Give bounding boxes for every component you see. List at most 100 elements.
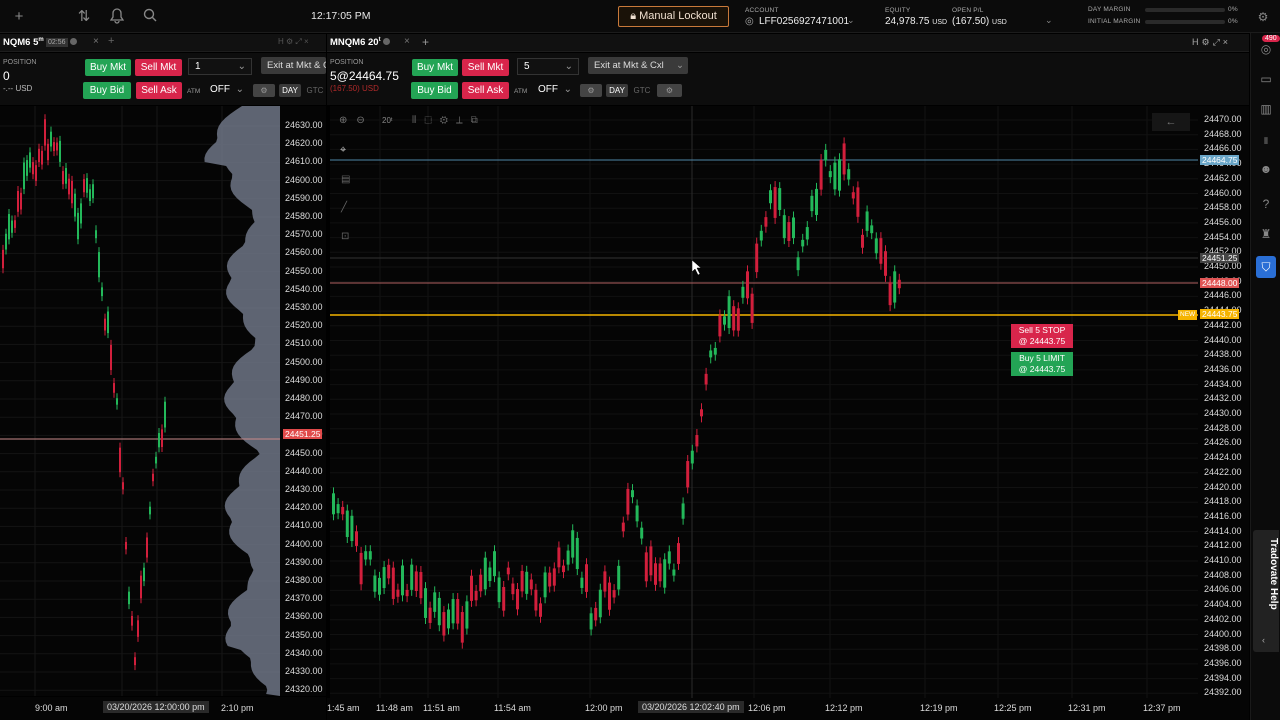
- window-controls[interactable]: H ⚙ ⤢ ×: [278, 37, 309, 46]
- lock-tool-icon[interactable]: ⊡: [341, 231, 350, 242]
- help-icon[interactable]: ?: [1262, 197, 1270, 211]
- price-tick: 24406.00: [1204, 584, 1242, 595]
- trophy-icon[interactable]: ♜: [1260, 227, 1272, 241]
- settings-sliders-icon[interactable]: ⚙: [1257, 10, 1269, 24]
- left-panel-header: NQM6 5m 02:56 × + H ⚙ ⤢ ×: [0, 34, 326, 52]
- sell-mkt-button[interactable]: Sell Mkt: [462, 59, 509, 76]
- main-chart[interactable]: 24470.0024468.0024466.0024464.0024462.00…: [330, 106, 1249, 698]
- chat-icon[interactable]: ▭: [1260, 72, 1272, 86]
- atm-select[interactable]: OFF ⌄: [532, 82, 576, 99]
- window-controls[interactable]: H⚙⤢×: [1192, 37, 1232, 47]
- back-arrow-icon[interactable]: ←: [1152, 113, 1190, 131]
- sell-stop-order[interactable]: Sell 5 STOP @ 24443.75: [1011, 324, 1073, 348]
- sell-mkt-button[interactable]: Sell Mkt: [135, 59, 182, 76]
- price-tick: 24600.00: [285, 174, 323, 185]
- add-tab-icon[interactable]: +: [108, 35, 115, 47]
- tif-day[interactable]: DAY: [279, 84, 301, 97]
- chevron-down-icon[interactable]: ⌄: [1045, 15, 1053, 25]
- sell-ask-button[interactable]: Sell Ask: [136, 82, 182, 99]
- tradovate-help-tab[interactable]: Tradovate Help ‹: [1253, 530, 1279, 652]
- candle: [155, 456, 157, 464]
- tab-nqm6[interactable]: NQM6 5m: [3, 37, 44, 49]
- tab-mnqm6[interactable]: MNQM6 20t: [330, 37, 381, 49]
- last-price-label: 24451.25: [1200, 253, 1240, 263]
- zoom-out-icon[interactable]: ⊖: [356, 115, 374, 126]
- note-tool-icon[interactable]: ▤: [341, 174, 351, 185]
- left-chart[interactable]: 24630.00 24620.00 24610.00 24600.00 24590.00…: [0, 106, 326, 712]
- candle: [32, 162, 34, 175]
- shield-icon[interactable]: ⛉: [1256, 256, 1276, 278]
- price-tick: 24416.00: [1204, 510, 1242, 521]
- time-tick: 11:51 am: [423, 703, 460, 713]
- price-tick: 24440.00: [285, 465, 323, 476]
- account-value[interactable]: LFF0256927471001: [759, 16, 850, 27]
- search-icon[interactable]: [141, 8, 159, 26]
- add-tab-icon[interactable]: +: [422, 35, 430, 49]
- zoom-level[interactable]: 20ᵗ: [382, 116, 393, 125]
- price-tick: 24580.00: [285, 211, 323, 221]
- price-tick: 24412.00: [1204, 540, 1242, 551]
- price-tick: 24530.00: [285, 302, 323, 312]
- candle: [654, 563, 657, 585]
- price-tick: 24410.00: [1204, 555, 1242, 565]
- atm-select[interactable]: OFF ⌄: [204, 82, 248, 99]
- atm-label: ATM: [514, 88, 528, 95]
- candle: [134, 657, 136, 666]
- price-tick: 24330.00: [285, 666, 323, 676]
- chevron-down-icon: ⌄: [563, 84, 572, 95]
- buy-bid-button[interactable]: Buy Bid: [411, 82, 458, 99]
- candle: [580, 577, 584, 588]
- zoom-in-icon[interactable]: ⊕: [339, 115, 357, 126]
- chart-icon[interactable]: ▥: [1260, 102, 1272, 116]
- candle: [442, 612, 446, 636]
- close-tab-icon[interactable]: ×: [404, 36, 410, 47]
- crosshair-tool-icon[interactable]: ⌖: [340, 144, 347, 156]
- status-dot: [70, 38, 77, 45]
- account-chevron-icon[interactable]: ⌄: [847, 15, 855, 25]
- sort-arrows-icon[interactable]: ⇅: [77, 8, 91, 25]
- exit-button[interactable]: Exit at Mkt & C: [261, 57, 326, 74]
- price-tick: 24470.00: [1204, 114, 1242, 124]
- price-tick: 24410.00: [285, 520, 323, 531]
- chart-tool-icons[interactable]: ⫴⬚⚙⊥⧉: [412, 115, 486, 126]
- buy-mkt-button[interactable]: Buy Mkt: [85, 59, 131, 76]
- candle: [690, 450, 694, 464]
- buy-bid-button[interactable]: Buy Bid: [83, 82, 131, 99]
- tif-settings-icon[interactable]: ⚙: [657, 84, 682, 97]
- users-icon[interactable]: ☻: [1259, 162, 1273, 176]
- bell-icon[interactable]: [108, 8, 126, 26]
- globe-icon[interactable]: ◎: [1260, 42, 1272, 56]
- right-sidebar: ◎ 490 ▭ ▥ ⦀ ☻ ? ♜ ⛉ Tradovate Help ‹: [1250, 33, 1280, 720]
- line-tool-icon[interactable]: ╱: [341, 202, 348, 213]
- levels-icon[interactable]: ⦀: [1264, 136, 1268, 146]
- manual-lockout-button[interactable]: 🔒︎ Manual Lockout: [618, 6, 729, 27]
- price-tick: 24420.00: [1204, 481, 1242, 492]
- candle: [543, 572, 547, 598]
- add-icon[interactable]: +: [14, 8, 24, 25]
- candle: [410, 564, 414, 590]
- atm-settings-icon[interactable]: ⚙: [580, 84, 602, 97]
- candle: [122, 482, 124, 490]
- left-order-bar: POSITION 0 -.-- USD Buy Mkt Sell Mkt Buy…: [0, 53, 326, 105]
- quantity-input[interactable]: 5 ⌄: [517, 58, 579, 75]
- candle: [663, 559, 667, 588]
- tif-gtc[interactable]: GTC: [633, 86, 651, 95]
- left-time-axis: 9:00 am 03/20/2026 12:00:00 pm 2:10 pm: [0, 697, 326, 720]
- time-tick: 9:00 am: [35, 703, 68, 713]
- candle: [368, 551, 372, 560]
- exit-button[interactable]: Exit at Mkt & Cxl ⌄: [588, 57, 688, 74]
- price-tick: 24398.00: [1204, 643, 1242, 654]
- atm-settings-icon[interactable]: ⚙: [253, 84, 275, 97]
- sell-ask-button[interactable]: Sell Ask: [462, 82, 509, 99]
- buy-limit-order[interactable]: Buy 5 LIMIT @ 24443.75: [1011, 352, 1073, 376]
- candle: [631, 490, 634, 498]
- price-tick: 24360.00: [285, 611, 323, 622]
- quantity-input[interactable]: 1 ⌄: [188, 58, 252, 75]
- tif-gtc[interactable]: GTC: [306, 86, 324, 95]
- price-tick: 24480.00: [285, 393, 323, 403]
- buy-mkt-button[interactable]: Buy Mkt: [412, 59, 458, 76]
- tif-day[interactable]: DAY: [606, 84, 628, 97]
- candle: [534, 589, 538, 611]
- close-tab-icon[interactable]: ×: [93, 36, 99, 47]
- price-tick: 24446.00: [1204, 290, 1242, 301]
